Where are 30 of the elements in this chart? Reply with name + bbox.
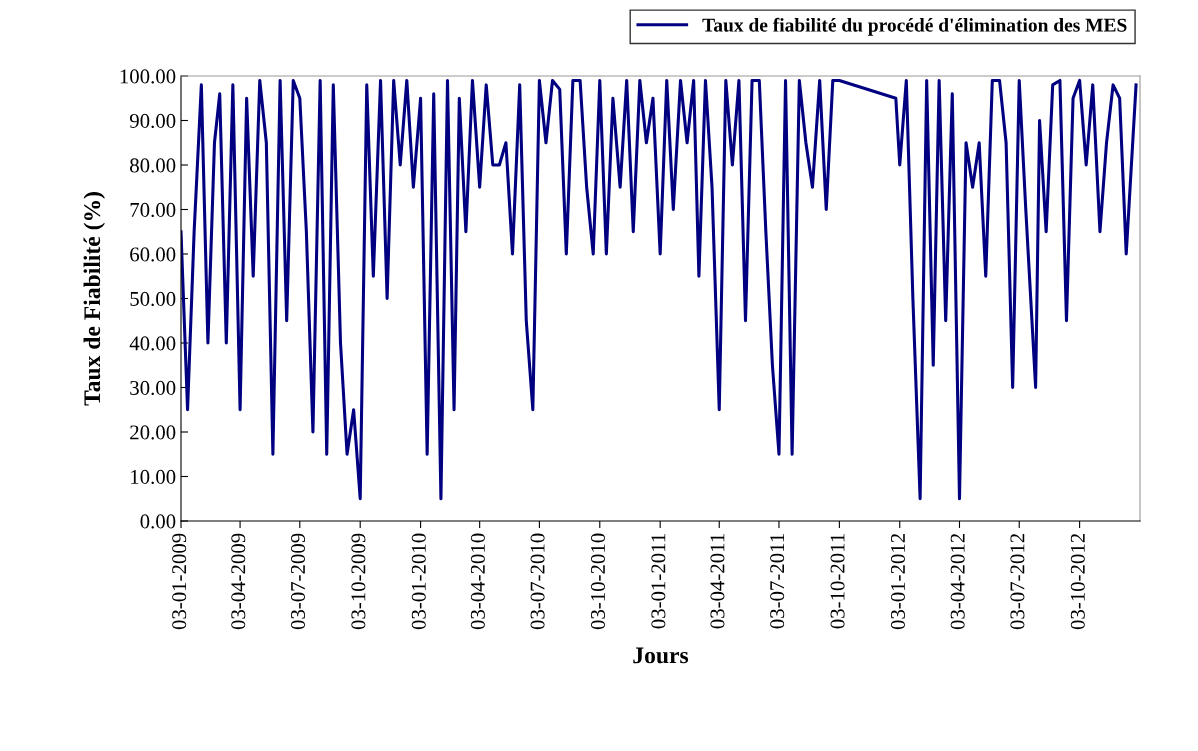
x-tick-label: 03-04-2011 (710, 534, 725, 629)
x-tick-label: 03-04-2009 (231, 533, 246, 630)
y-tick-label: 50.00 (130, 291, 176, 307)
x-tick-label: 03-04-2010 (470, 533, 485, 630)
x-tick-label: 03-10-2012 (1070, 533, 1085, 630)
y-tick-label: 70.00 (130, 202, 176, 218)
y-tick-label: 0.00 (140, 514, 176, 529)
x-tick-label: 03-01-2010 (411, 533, 426, 630)
x-tick-label: 03-01-2012 (890, 533, 905, 630)
x-tick-label: 03-07-2010 (530, 533, 545, 630)
y-tick-label: 30.00 (130, 380, 176, 396)
y-tick-label: 90.00 (129, 113, 176, 129)
y-tick-label: 20.00 (130, 425, 176, 440)
x-tick-label: 03-10-2010 (590, 533, 605, 630)
x-tick-label: 03-07-2011 (770, 534, 785, 629)
x-tick-label: 03-01-2009 (172, 533, 187, 630)
x-tick-label: 03-07-2012 (1010, 533, 1025, 630)
y-tick-label: 100.00 (120, 69, 176, 84)
y-tick-label: 10.00 (131, 469, 176, 485)
x-tick-label: 03-10-2011 (830, 534, 845, 629)
y-axis-title: Taux de Fiabilité (%) (83, 192, 105, 406)
x-tick-label: 03-01-2011 (651, 534, 666, 629)
y-tick-label: 80.00 (130, 158, 176, 173)
y-tick-label: 40.00 (129, 336, 176, 351)
x-tick-label: 03-04-2012 (950, 533, 965, 630)
x-tick-label: 03-07-2009 (290, 533, 306, 630)
y-tick-label: 60.00 (130, 247, 176, 262)
legend-label: Taux de fiabilité du procédé d'élimination des MES (702, 17, 1127, 36)
x-axis-title: Jours (633, 647, 689, 664)
x-tick-label: 03-10-2009 (351, 533, 366, 630)
